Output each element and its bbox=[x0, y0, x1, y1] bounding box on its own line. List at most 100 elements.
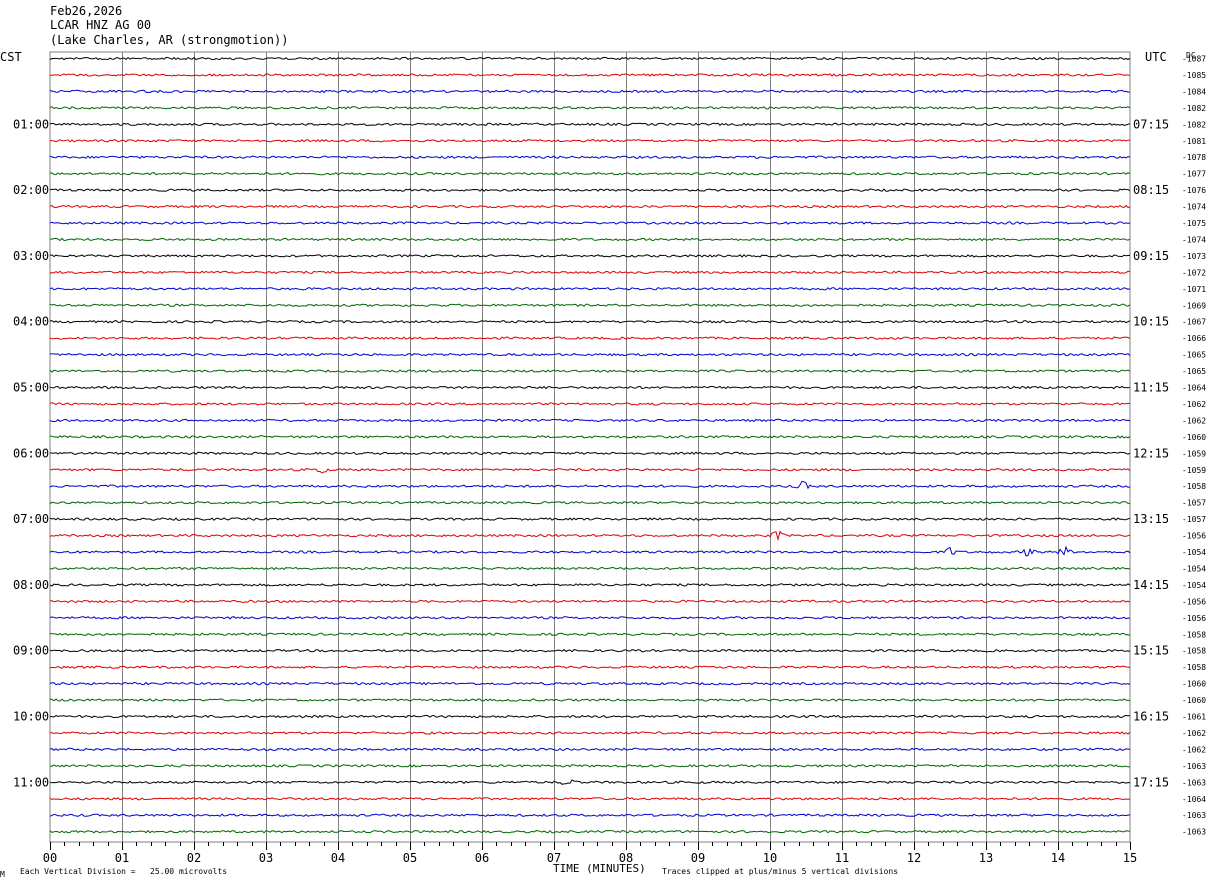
x-tick-label: 08 bbox=[619, 851, 633, 865]
dc-offset-label: -1077 bbox=[1182, 170, 1206, 179]
utc-hour-label: 13:15 bbox=[1133, 512, 1169, 526]
trace-row bbox=[49, 122, 1131, 127]
trace-row bbox=[49, 237, 1131, 242]
dc-offset-label: -1069 bbox=[1182, 301, 1206, 310]
trace-row bbox=[49, 796, 1131, 801]
dc-offset-label: -1058 bbox=[1182, 630, 1206, 639]
trace-row bbox=[49, 566, 1131, 571]
x-tick-label: 13 bbox=[979, 851, 993, 865]
trace-row bbox=[49, 287, 1131, 291]
trace-row bbox=[49, 402, 1131, 406]
cst-hour-label: 02:00 bbox=[13, 183, 49, 197]
dc-offset-label: -1084 bbox=[1182, 87, 1206, 96]
utc-hour-label: 10:15 bbox=[1133, 315, 1169, 329]
scale-note: Each Vertical Division = 25.00 microvolt… bbox=[20, 867, 228, 876]
x-tick-label: 00 bbox=[43, 851, 57, 865]
cst-hour-label: 08:00 bbox=[13, 578, 49, 592]
trace-row bbox=[49, 480, 1131, 490]
trace-row bbox=[49, 139, 1131, 143]
trace-row bbox=[49, 435, 1131, 439]
dc-offset-label: -1060 bbox=[1182, 680, 1206, 689]
cst-hour-label: 03:00 bbox=[13, 249, 49, 263]
dc-offset-label: -1067 bbox=[1182, 318, 1206, 327]
dc-offset-label: -1065 bbox=[1182, 351, 1206, 360]
plot-frame bbox=[49, 51, 1131, 843]
cst-hour-label: 07:00 bbox=[13, 512, 49, 526]
cst-hour-label: 06:00 bbox=[13, 446, 49, 460]
trace-row bbox=[49, 747, 1131, 752]
dc-offset-label: -1054 bbox=[1182, 548, 1206, 557]
trace-row bbox=[49, 204, 1131, 209]
dc-offset-label: -1061 bbox=[1182, 713, 1206, 722]
trace-row bbox=[49, 352, 1131, 357]
dc-offset-label: -1062 bbox=[1182, 400, 1206, 409]
utc-hour-label: 07:15 bbox=[1133, 117, 1169, 131]
trace-row bbox=[49, 779, 1131, 785]
trace-row bbox=[50, 451, 1131, 456]
trace-row bbox=[49, 500, 1131, 505]
utc-hour-label: 11:15 bbox=[1133, 381, 1169, 395]
x-tick-label: 12 bbox=[907, 851, 921, 865]
trace-row bbox=[49, 665, 1131, 669]
trace-row bbox=[49, 221, 1131, 225]
dc-offset-label: -1073 bbox=[1182, 252, 1206, 261]
utc-hour-label: 16:15 bbox=[1133, 710, 1169, 724]
dc-offset-label: -1074 bbox=[1182, 203, 1206, 212]
x-tick-label: 15 bbox=[1123, 851, 1137, 865]
dc-offset-label: -1059 bbox=[1182, 466, 1206, 475]
x-tick-label: 06 bbox=[475, 851, 489, 865]
dc-offset-label: -1060 bbox=[1182, 696, 1206, 705]
trace-row bbox=[49, 583, 1131, 587]
dc-offset-label: -1062 bbox=[1182, 729, 1206, 738]
dc-offset-label: -1064 bbox=[1182, 795, 1206, 804]
trace-row bbox=[50, 731, 1131, 735]
trace-row bbox=[49, 829, 1131, 834]
x-tick-label: 14 bbox=[1051, 851, 1065, 865]
right-axis-label: UTC bbox=[1145, 50, 1167, 64]
dc-offset-label: -1057 bbox=[1182, 515, 1206, 524]
trace-row bbox=[49, 632, 1131, 636]
dc-column-label: DC bbox=[1186, 51, 1196, 60]
trace-row bbox=[49, 336, 1131, 340]
dc-offset-label: -1058 bbox=[1182, 663, 1206, 672]
cst-hour-label: 10:00 bbox=[13, 710, 49, 724]
dc-offset-label: -1058 bbox=[1182, 647, 1206, 656]
trace-row bbox=[49, 616, 1131, 620]
trace-row bbox=[49, 385, 1131, 390]
x-axis-title: TIME (MINUTES) bbox=[553, 862, 646, 875]
cst-hour-label: 01:00 bbox=[13, 117, 49, 131]
cst-hour-label: 05:00 bbox=[13, 381, 49, 395]
x-tick-label: 02 bbox=[187, 851, 201, 865]
dc-offset-label: -1075 bbox=[1182, 219, 1206, 228]
trace-row bbox=[49, 369, 1131, 373]
dc-offset-label: -1072 bbox=[1182, 268, 1206, 277]
dc-offset-label: -1063 bbox=[1182, 828, 1206, 837]
dc-offset-label: -1059 bbox=[1182, 449, 1206, 458]
trace-row bbox=[49, 106, 1131, 110]
dc-offset-label: -1064 bbox=[1182, 384, 1206, 393]
x-tick-label: 03 bbox=[259, 851, 273, 865]
corner-mark: M bbox=[0, 870, 5, 879]
trace-row bbox=[49, 813, 1131, 817]
dc-offset-label: -1060 bbox=[1182, 433, 1206, 442]
station-code: LCAR HNZ AG 00 bbox=[50, 18, 152, 32]
trace-row bbox=[49, 188, 1131, 192]
trace-row bbox=[49, 303, 1131, 308]
utc-hour-label: 09:15 bbox=[1133, 249, 1169, 263]
dc-offset-label: -1063 bbox=[1182, 762, 1206, 771]
dc-offset-label: -1081 bbox=[1182, 137, 1206, 146]
x-tick-label: 10 bbox=[763, 851, 777, 865]
dc-offset-label: -1054 bbox=[1182, 564, 1206, 573]
dc-offset-label: -1058 bbox=[1182, 482, 1206, 491]
clip-note: Traces clipped at plus/minus 5 vertical … bbox=[662, 867, 899, 876]
utc-hour-label: 17:15 bbox=[1133, 775, 1169, 789]
station-location: (Lake Charles, AR (strongmotion)) bbox=[50, 33, 289, 47]
cst-hour-label: 09:00 bbox=[13, 644, 49, 658]
dc-offset-label: -1056 bbox=[1182, 597, 1206, 606]
x-tick-label: 05 bbox=[403, 851, 417, 865]
trace-row bbox=[49, 254, 1131, 258]
x-tick-label: 11 bbox=[835, 851, 849, 865]
dc-offset-label: -1063 bbox=[1182, 778, 1206, 787]
x-tick-label: 09 bbox=[691, 851, 705, 865]
